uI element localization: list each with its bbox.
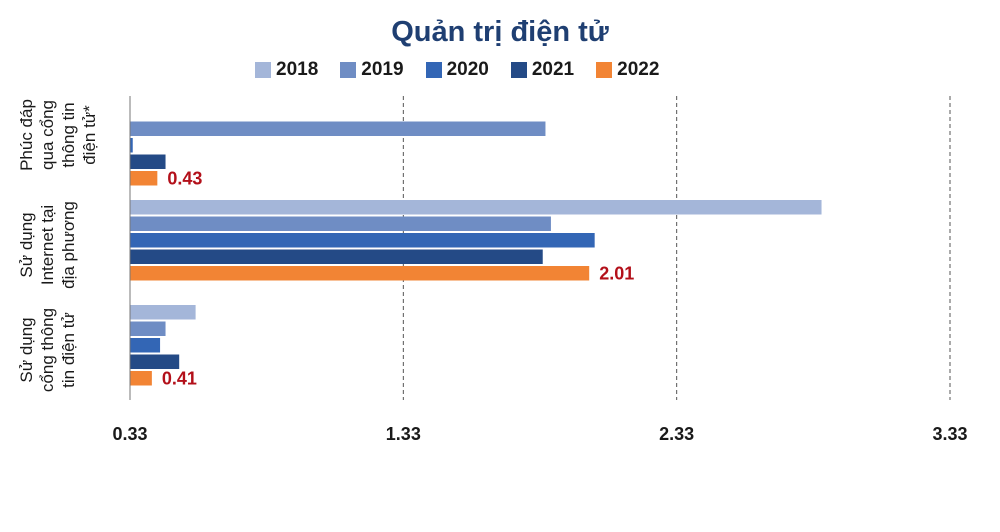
category-label-2-line-1: cổng thông (38, 308, 57, 392)
bar-2022-cat0 (130, 171, 158, 186)
bar-2021-cat1 (130, 249, 543, 264)
x-tick-label-1: 1.33 (386, 424, 421, 444)
bar-2019-cat0 (130, 121, 546, 136)
legend-label-2018: 2018 (276, 59, 319, 80)
legend-item-2021: 2021 (510, 59, 575, 81)
legend-label-2019: 2019 (361, 59, 404, 80)
bar-2019-cat1 (130, 216, 551, 231)
legend-label-2022: 2022 (617, 59, 660, 80)
category-label-2: Sử dụng cổng thông tin điện tử (17, 308, 78, 392)
category-label-1: Sử dụng Internet tại địa phương (17, 201, 78, 289)
data-label-2022-cat2: 0.41 (162, 368, 197, 388)
legend-item-2022: 2022 (596, 59, 659, 81)
category-label-0-line-3: điện tử* (80, 105, 99, 165)
bar-2018-cat2 (130, 305, 196, 320)
legend: 2018 2019 2020 2021 2022 (255, 58, 681, 82)
legend-item-2020: 2020 (425, 59, 489, 81)
bar-2021-cat2 (130, 354, 180, 369)
bar-2022-cat1 (130, 266, 590, 281)
category-label-2-line-0: Sử dụng (17, 317, 36, 382)
x-tick-label-0: 0.33 (112, 424, 147, 444)
legend-item-2019: 2019 (340, 59, 404, 81)
bar-2020-cat2 (130, 338, 161, 353)
bar-2022-cat2 (130, 371, 152, 386)
category-label-0-line-2: thông tin (59, 102, 78, 167)
legend-swatch-2021 (510, 62, 527, 78)
category-label-0-line-0: Phúc đáp (17, 99, 36, 171)
category-label-1-line-2: địa phương (59, 201, 78, 289)
x-tick-label-2: 2.33 (659, 424, 694, 444)
bar-2021-cat0 (130, 154, 166, 169)
x-tick-label-3: 3.33 (932, 424, 967, 444)
data-label-2022-cat0: 0.43 (167, 168, 202, 188)
category-label-1-line-1: Internet tại (38, 205, 57, 285)
bar-2020-cat1 (130, 233, 595, 248)
bar-2020-cat0 (130, 138, 133, 153)
category-label-0: Phúc đáp qua cổng thông tin điện tử* (17, 99, 99, 171)
legend-label-2021: 2021 (531, 59, 575, 80)
legend-label-2020: 2020 (446, 59, 489, 80)
legend-swatch-2020 (425, 62, 442, 78)
legend-swatch-2019 (340, 62, 357, 78)
data-label-2022-cat1: 2.01 (599, 263, 634, 283)
category-label-1-line-0: Sử dụng (17, 212, 36, 277)
legend-item-2018: 2018 (255, 59, 318, 81)
category-label-2-line-2: tin điện tử (59, 312, 78, 388)
legend-swatch-2022 (596, 62, 613, 78)
bar-2019-cat2 (130, 321, 166, 336)
bar-2018-cat1 (130, 200, 822, 215)
category-label-0-line-1: qua cổng (38, 100, 57, 170)
chart-title: Quản trị điện tử (391, 16, 609, 48)
legend-swatch-2018 (255, 62, 271, 78)
